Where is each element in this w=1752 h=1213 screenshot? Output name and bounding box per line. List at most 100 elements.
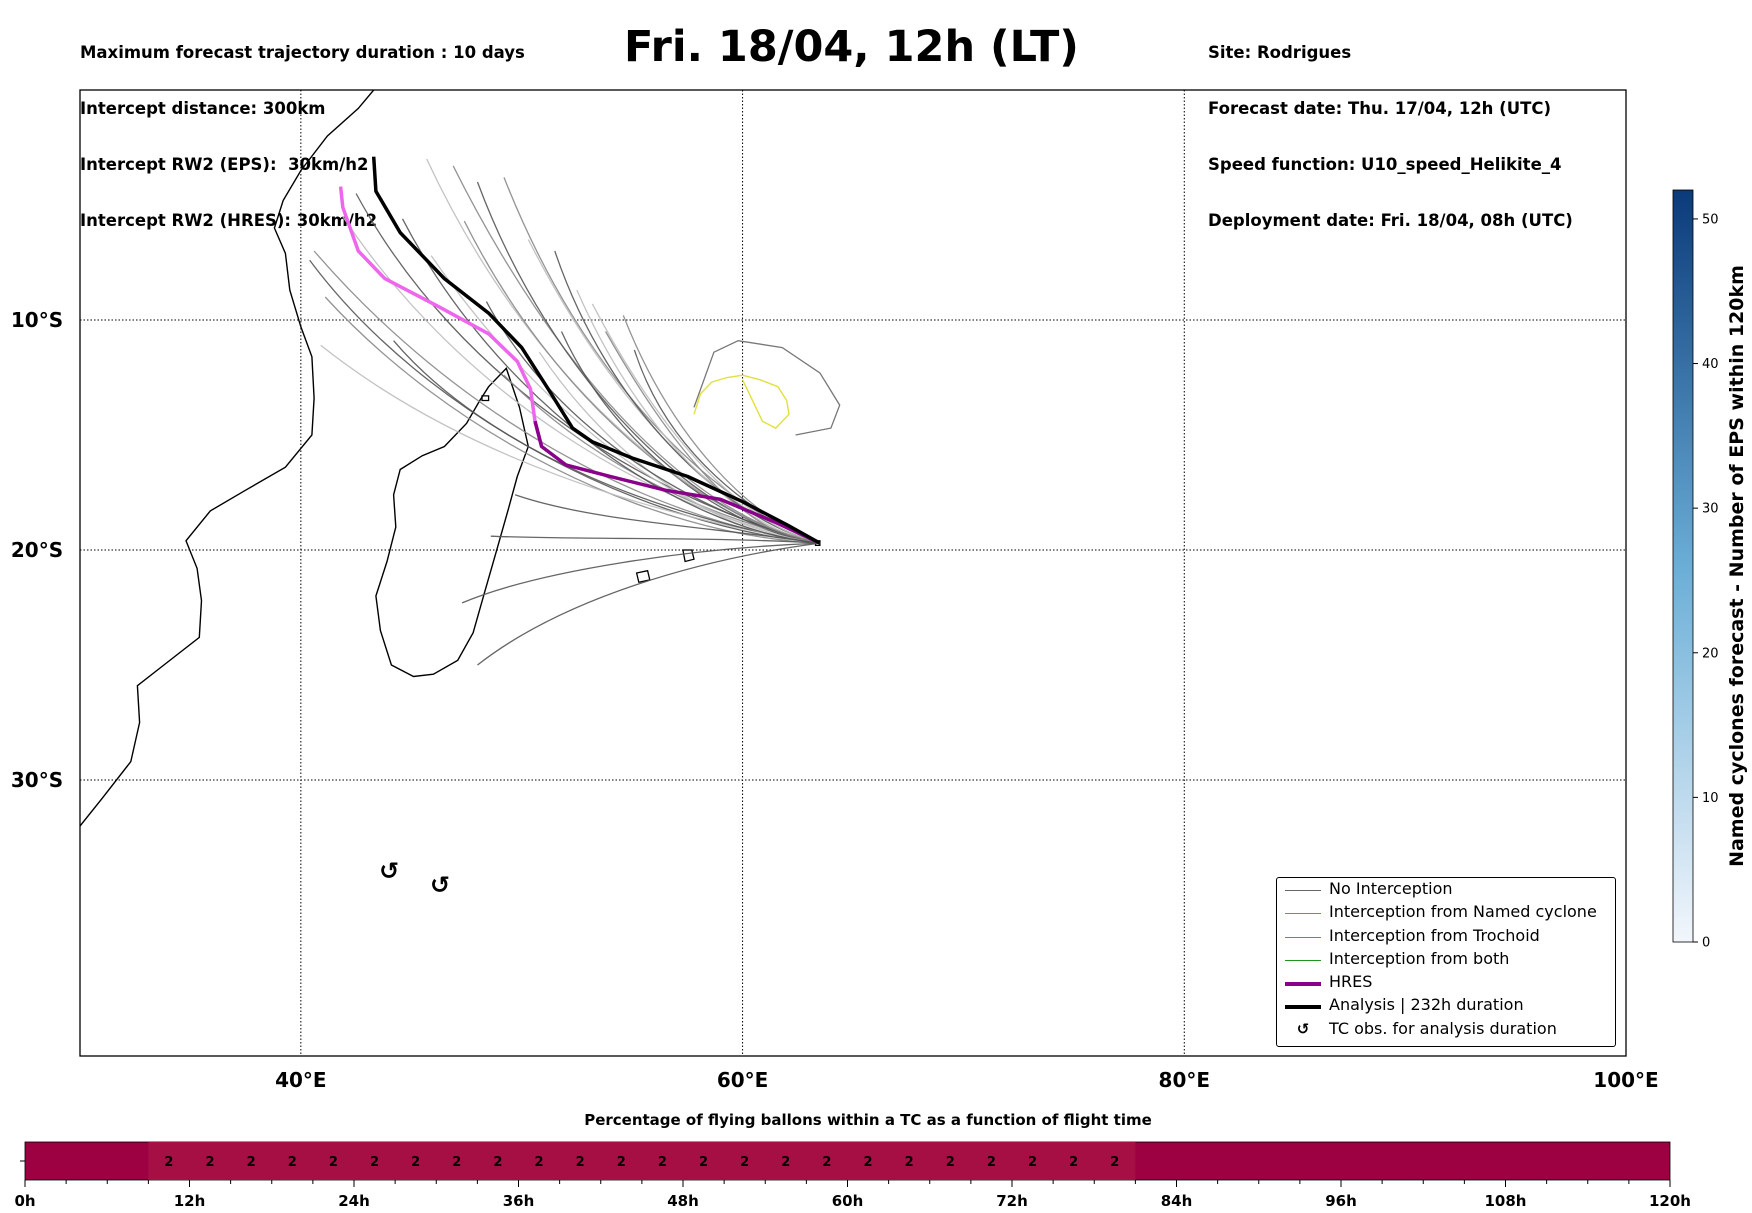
tc-obs-marker-icon: ↺ (1296, 1020, 1310, 1038)
bar-value-label: 2 (822, 1155, 831, 1170)
eps-trajectory (560, 331, 820, 544)
legend-analysis: Analysis | 232h duration (1329, 995, 1524, 1014)
eps-trajectory (477, 542, 820, 666)
island-coastline (481, 395, 490, 402)
bar-value-label: 2 (576, 1155, 585, 1170)
forecast-parameters: Maximum forecast trajectory duration : 1… (80, 7, 525, 249)
bar-value-region (148, 1142, 1136, 1180)
eps-trajectory (463, 220, 821, 544)
legend-trochoid: Interception from Trochoid (1329, 926, 1540, 945)
trochoid-track (693, 374, 790, 429)
lon-tick-label: 40°E (275, 1068, 327, 1092)
lon-tick-label: 100°E (1593, 1068, 1658, 1092)
eps-trajectories (309, 158, 821, 666)
bar-value-label: 2 (206, 1155, 215, 1170)
coastlines (80, 90, 821, 827)
eps-trajectory (461, 542, 820, 604)
map-frame (79, 89, 1627, 1057)
colorbar-ticks: 0 10 20 30 40 50 (1693, 212, 1719, 951)
param-line: Forecast date: Thu. 17/04, 12h (UTC) (1208, 98, 1552, 118)
bar-value-label: 2 (370, 1155, 379, 1170)
colorbar (1672, 189, 1694, 943)
bar-hour-label: 120h (1649, 1192, 1691, 1210)
bar-value-label: 2 (946, 1155, 955, 1170)
bar-hour-label: 24h (338, 1192, 370, 1210)
trochoid-swatch (1285, 937, 1321, 938)
eps-trajectory (527, 239, 821, 544)
bar-value-label: 2 (617, 1155, 626, 1170)
legend-both: Interception from both (1329, 949, 1510, 968)
colorbar-tick-label: 0 (1702, 936, 1710, 951)
bar-value-label: 2 (658, 1155, 667, 1170)
colorbar-tick-label: 40 (1702, 357, 1719, 372)
bar-value-label: 2 (1028, 1155, 1037, 1170)
hres-track-late (338, 186, 544, 447)
flight-time-bar: 2 2 2 2 2 2 2 2 2 2 2 2 2 2 2 2 2 2 2 2 2 2 2 2 0h 12h 24h 36h 48h 60… (14, 1141, 1691, 1210)
lat-tick-label: 30°S (11, 768, 63, 792)
analysis-track-group (371, 156, 821, 545)
tc-obs-marker: ↺ (430, 871, 450, 899)
eps-trajectory (576, 289, 820, 544)
bar-value-label: 2 (329, 1155, 338, 1170)
loop-tracks (693, 340, 841, 436)
bar-value-label: 2 (864, 1155, 873, 1170)
no-interception-swatch (1285, 890, 1321, 891)
map-area: ↺ ↺ (80, 90, 1626, 1056)
bar-hour-label: 84h (1161, 1192, 1193, 1210)
param-line: Site: Rodrigues (1208, 43, 1352, 63)
named-cyclone-loop (693, 340, 841, 436)
bar-value-label: 2 (1110, 1155, 1119, 1170)
lon-tick-label: 80°E (1159, 1068, 1211, 1092)
bar-hour-label: 12h (174, 1192, 206, 1210)
bar-hour-label: 108h (1485, 1192, 1527, 1210)
graticule (80, 90, 1626, 1056)
tc-obs-marker: ↺ (379, 857, 399, 885)
lat-tick-label: 10°S (11, 308, 63, 332)
legend-tc-obs: TC obs. for analysis duration (1329, 1019, 1557, 1038)
bar-value-label: 2 (740, 1155, 749, 1170)
legend: No Interception Interception from Named … (1276, 877, 1616, 1047)
eps-trajectory (514, 494, 820, 544)
lon-tick-labels: 40°E 60°E 80°E 100°E (275, 1068, 1659, 1092)
colorbar-tick-label: 50 (1702, 212, 1719, 227)
analysis-track (371, 156, 821, 545)
bar-value-label: 2 (493, 1155, 502, 1170)
bar-hour-label: 72h (996, 1192, 1028, 1210)
param-line: Intercept RW2 (HRES): 30km/h2 (80, 210, 378, 230)
eps-trajectory (490, 535, 820, 544)
bar-value-label: 2 (781, 1155, 790, 1170)
bar-hour-label: 96h (1325, 1192, 1357, 1210)
param-line: Maximum forecast trajectory duration : 1… (80, 43, 525, 63)
param-line: Intercept distance: 300km (80, 98, 326, 118)
param-line: Deployment date: Fri. 18/04, 08h (UTC) (1208, 210, 1573, 230)
madagascar-coastline (375, 366, 530, 678)
bar-value-label: 2 (535, 1155, 544, 1170)
colorbar-tick-label: 10 (1702, 791, 1719, 806)
param-line: Intercept RW2 (EPS): 30km/h2 (80, 154, 369, 174)
colorbar-tick-label: 30 (1702, 502, 1719, 517)
bar-value-label: 2 (288, 1155, 297, 1170)
bar-value-label: 2 (411, 1155, 420, 1170)
named-cyclone-swatch (1285, 913, 1321, 914)
legend-hres: HRES (1329, 972, 1373, 991)
eps-trajectory (355, 193, 821, 544)
hres-track-group (338, 186, 821, 545)
lat-tick-label: 20°S (11, 538, 63, 562)
bottom-bar-title: Percentage of flying ballons within a TC… (584, 1111, 1152, 1129)
eps-trajectory (622, 315, 821, 544)
lat-tick-labels: 10°S 20°S 30°S (11, 308, 63, 792)
bar-value-label: 2 (164, 1155, 173, 1170)
both-swatch (1285, 960, 1321, 961)
bar-value-label: 2 (987, 1155, 996, 1170)
bar-hour-label: 60h (832, 1192, 864, 1210)
eps-trajectory (485, 301, 821, 544)
legend-named-cyclone: Interception from Named cyclone (1329, 902, 1597, 921)
bar-value-label: 2 (452, 1155, 461, 1170)
param-line: Speed function: U10_speed_Helikite_4 (1208, 154, 1562, 174)
hres-swatch (1285, 982, 1321, 986)
site-parameters: Site: Rodrigues Forecast date: Thu. 17/0… (1208, 7, 1573, 249)
africa-coastline (80, 90, 375, 827)
bar-value-label: 2 (905, 1155, 914, 1170)
bar-hour-label: 36h (503, 1192, 535, 1210)
